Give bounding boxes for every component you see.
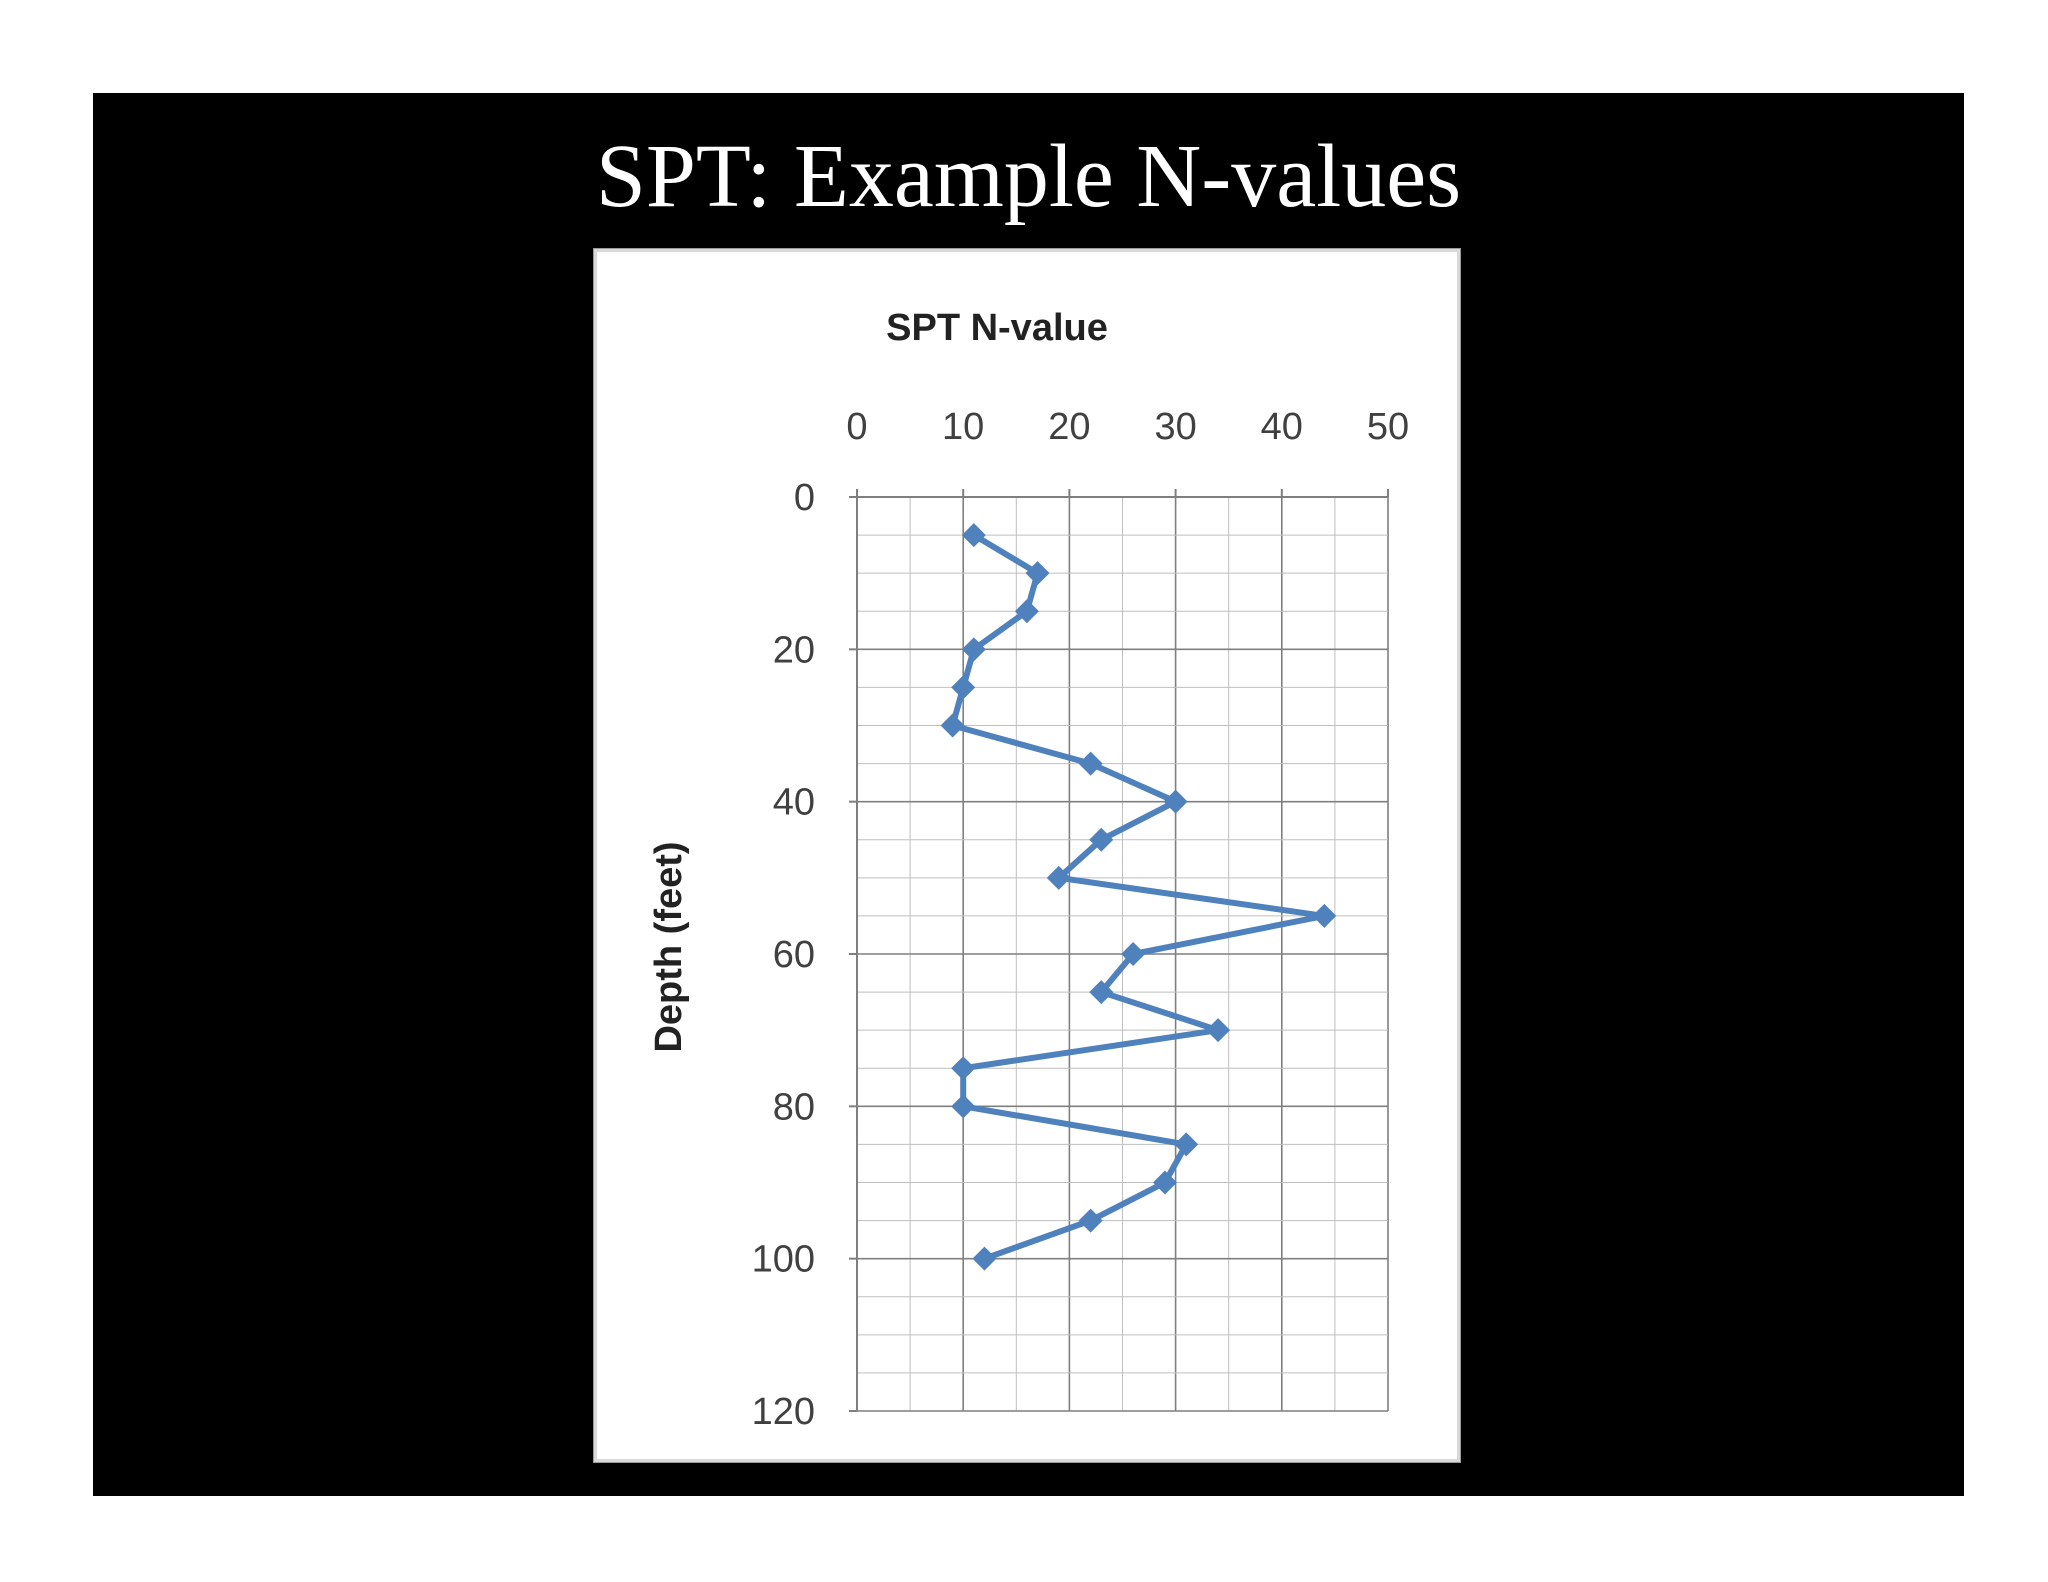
data-point-marker xyxy=(1152,1170,1177,1195)
slide: SPT: Example N-values SPT N-value Depth … xyxy=(93,93,1964,1496)
data-point-marker xyxy=(1078,751,1103,776)
data-point-marker xyxy=(1312,903,1337,928)
y-tick-label: 80 xyxy=(773,1086,815,1128)
series-layer xyxy=(940,523,1337,1271)
data-point-marker xyxy=(961,523,986,548)
slide-title: SPT: Example N-values xyxy=(595,127,1462,226)
chart-frame: SPT N-value Depth (feet) 0 10 20 30 40 50 0 20 4… xyxy=(593,248,1461,1463)
spt-chart: SPT N-value Depth (feet) 0 10 20 30 40 50 0 20 4… xyxy=(648,307,1410,1433)
y-tick-label: 20 xyxy=(773,629,815,671)
chart-title: SPT N-value xyxy=(886,307,1108,349)
y-tick-label: 120 xyxy=(752,1391,815,1433)
series-line xyxy=(949,532,1328,1262)
y-tick-label: 60 xyxy=(773,934,815,976)
data-point-marker xyxy=(1078,1208,1103,1233)
data-point-marker xyxy=(1174,1132,1199,1157)
data-point-marker xyxy=(1206,1018,1231,1043)
x-tick-label: 10 xyxy=(942,406,984,448)
data-point-marker xyxy=(951,1056,976,1081)
y-tick-label: 40 xyxy=(773,782,815,824)
data-point-marker xyxy=(1046,865,1071,890)
y-axis-label: Depth (feet) xyxy=(648,841,690,1052)
data-point-marker xyxy=(951,1094,976,1119)
y-tick-label: 0 xyxy=(794,477,815,519)
data-point-marker xyxy=(1025,561,1050,586)
y-tick-label: 100 xyxy=(752,1239,815,1281)
data-point-marker xyxy=(1121,942,1146,966)
x-tick-label: 0 xyxy=(846,406,867,448)
data-point-marker xyxy=(951,675,976,700)
x-tick-label: 50 xyxy=(1367,406,1409,448)
x-tick-label: 40 xyxy=(1261,406,1303,448)
data-point-marker xyxy=(1089,827,1114,852)
data-point-marker xyxy=(961,637,986,662)
data-point-marker xyxy=(1089,980,1114,1005)
tick-labels: 0 10 20 30 40 50 0 20 40 60 80 100 120 xyxy=(752,406,1410,1433)
x-tick-label: 20 xyxy=(1048,406,1090,448)
data-point-marker xyxy=(1014,599,1039,624)
data-point-marker xyxy=(972,1246,997,1271)
data-point-marker xyxy=(1163,789,1188,814)
data-point-marker xyxy=(940,713,965,738)
axes xyxy=(849,489,1389,1412)
x-tick-label: 30 xyxy=(1154,406,1196,448)
